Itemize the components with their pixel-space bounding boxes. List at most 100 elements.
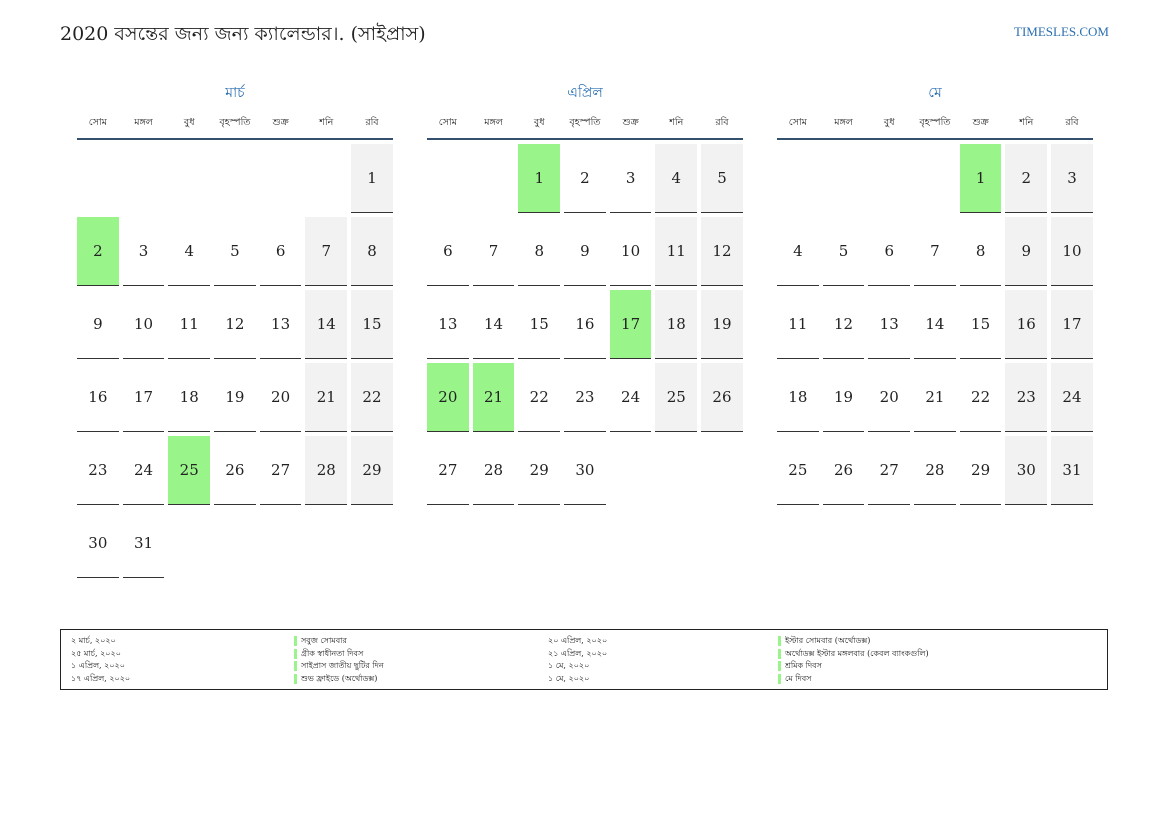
day-cell: 23 [1005, 363, 1048, 432]
day-cell: 24 [1051, 363, 1093, 432]
day-cell: 21 [472, 363, 515, 432]
day-cell: 19 [214, 363, 256, 432]
day-grid: 1 2 3 4 5 6 7 8 9 10 11 12 13 14 15 16 17 18 19 20 21 22 23 24 2… [777, 144, 1093, 505]
legend-date: ২৫ মার্চ, ২০২০ [71, 648, 121, 658]
legend-dates-left: ২ মার্চ, ২০২০ ২৫ মার্চ, ২০২০ ১ এপ্রিল, ২… [71, 636, 130, 684]
legend-date: ১ এপ্রিল, ২০২০ [71, 661, 125, 671]
day-cell: 27 [868, 436, 911, 505]
legend-date: ১৭ এপ্রিল, ২০২০ [71, 674, 131, 684]
day-cell: 16 [1005, 290, 1048, 359]
day-cell: 6 [427, 217, 469, 286]
day-cell: 18 [655, 290, 698, 359]
day-cell: 31 [1051, 436, 1093, 505]
legend-holiday-name: সবুজ সোমবার [301, 636, 347, 645]
holiday-legend: ২ মার্চ, ২০২০ ২৫ মার্চ, ২০২০ ১ এপ্রিল, ২… [60, 629, 1108, 690]
weekday-label: সোম [438, 117, 457, 128]
day-cell: 5 [214, 217, 256, 286]
legend-item: সবুজ সোমবার [294, 636, 384, 646]
legend-holiday-name: সাইপ্রাস জাতীয় ছুটির দিন [301, 661, 384, 671]
weekday-label: বৃহস্পতি [919, 117, 951, 128]
site-link[interactable]: TIMESLES.COM [1014, 24, 1109, 39]
day-cell: 28 [305, 436, 348, 505]
day-cell: 15 [959, 290, 1002, 359]
empty-cell [868, 144, 910, 213]
month-title: মার্চ [225, 85, 245, 101]
empty-cell [260, 509, 302, 578]
weekday-header: সোম মঙ্গল বুধ বৃহস্পতি শুক্র শনি রবি [77, 112, 393, 140]
day-cell: 12 [701, 217, 743, 286]
day-cell: 21 [305, 363, 348, 432]
day-cell: 24 [122, 436, 165, 505]
day-cell: 17 [609, 290, 652, 359]
holiday-marker [294, 674, 297, 685]
day-cell: 29 [518, 436, 561, 505]
legend-date: ১ মে, ২০২০ [548, 674, 590, 684]
day-cell: 3 [1051, 144, 1093, 213]
legend-holiday-name: গ্রীক স্বাধীনতা দিবস [301, 648, 364, 658]
page-title: 2020 বসন্তের জন্য জন্য ক্যালেন্ডার।. (সা… [60, 23, 426, 45]
day-cell: 29 [351, 436, 393, 505]
day-cell: 9 [1005, 217, 1048, 286]
day-cell: 13 [868, 290, 911, 359]
day-cell: 7 [472, 217, 515, 286]
weekday-label: শুক্র [272, 117, 289, 128]
day-cell: 3 [122, 217, 165, 286]
day-cell: 1 [351, 144, 393, 213]
weekday-label: বুধ [533, 117, 545, 128]
weekday-label: শনি [669, 117, 684, 128]
day-cell: 9 [77, 290, 119, 359]
legend-holiday-name: শুভ ফ্রাইডে (অর্থোডক্স) [301, 674, 378, 684]
day-cell: 26 [822, 436, 865, 505]
day-cell: 4 [777, 217, 819, 286]
day-cell: 8 [518, 217, 561, 286]
day-cell: 26 [701, 363, 743, 432]
empty-cell [655, 436, 697, 505]
holiday-marker [294, 636, 297, 646]
day-cell: 22 [518, 363, 561, 432]
empty-cell [260, 144, 302, 213]
holiday-marker [294, 648, 297, 659]
weekday-label: মঙ্গল [834, 117, 853, 128]
day-cell: 18 [777, 363, 819, 432]
legend-names-left: সবুজ সোমবার গ্রীক স্বাধীনতা দিবস সাইপ্রা… [294, 636, 384, 685]
legend-names-right: ইস্টার সোমবার (অর্থোডক্স) অর্থোডক্স ইস্ট… [778, 636, 929, 685]
day-cell: 13 [427, 290, 469, 359]
day-cell: 21 [914, 363, 956, 432]
day-cell: 15 [518, 290, 561, 359]
weekday-label: শুক্র [622, 117, 639, 128]
weekday-header: সোম মঙ্গল বুধ বৃহস্পতি শুক্র শনি রবি [427, 112, 743, 140]
day-cell: 27 [259, 436, 302, 505]
day-cell: 10 [1051, 217, 1093, 286]
legend-holiday-name: মে দিবস [785, 674, 812, 684]
day-cell: 7 [914, 217, 956, 286]
weekday-label: সোম [88, 117, 107, 128]
legend-date: ১ মে, ২০২০ [548, 661, 590, 671]
holiday-marker [778, 674, 781, 685]
day-cell: 4 [168, 217, 211, 286]
month-title: মে [928, 85, 942, 101]
day-cell: 14 [305, 290, 348, 359]
day-grid: 1 2 3 4 5 6 7 8 9 10 11 12 13 14 15 16 17 18 19 20 21 22 23 24 2… [77, 144, 393, 578]
day-cell: 17 [1051, 290, 1093, 359]
day-cell: 8 [959, 217, 1002, 286]
weekday-label: সোম [788, 117, 807, 128]
day-cell: 24 [609, 363, 652, 432]
weekday-label: রবি [715, 117, 729, 128]
empty-cell [305, 144, 347, 213]
day-cell: 28 [914, 436, 956, 505]
day-cell: 6 [868, 217, 911, 286]
day-cell: 12 [214, 290, 256, 359]
day-cell: 25 [655, 363, 698, 432]
day-grid: 1 2 3 4 5 6 7 8 9 10 11 12 13 14 15 16 17 18 19 20 21 22 23 24 2… [427, 144, 743, 505]
weekday-label: বৃহস্পতি [219, 117, 251, 128]
holiday-marker [778, 636, 781, 646]
weekday-label: বুধ [883, 117, 895, 128]
empty-cell [123, 144, 165, 213]
legend-date: ২ মার্চ, ২০২০ [71, 636, 116, 645]
day-cell: 16 [77, 363, 119, 432]
day-cell: 25 [168, 436, 211, 505]
day-cell: 12 [822, 290, 865, 359]
